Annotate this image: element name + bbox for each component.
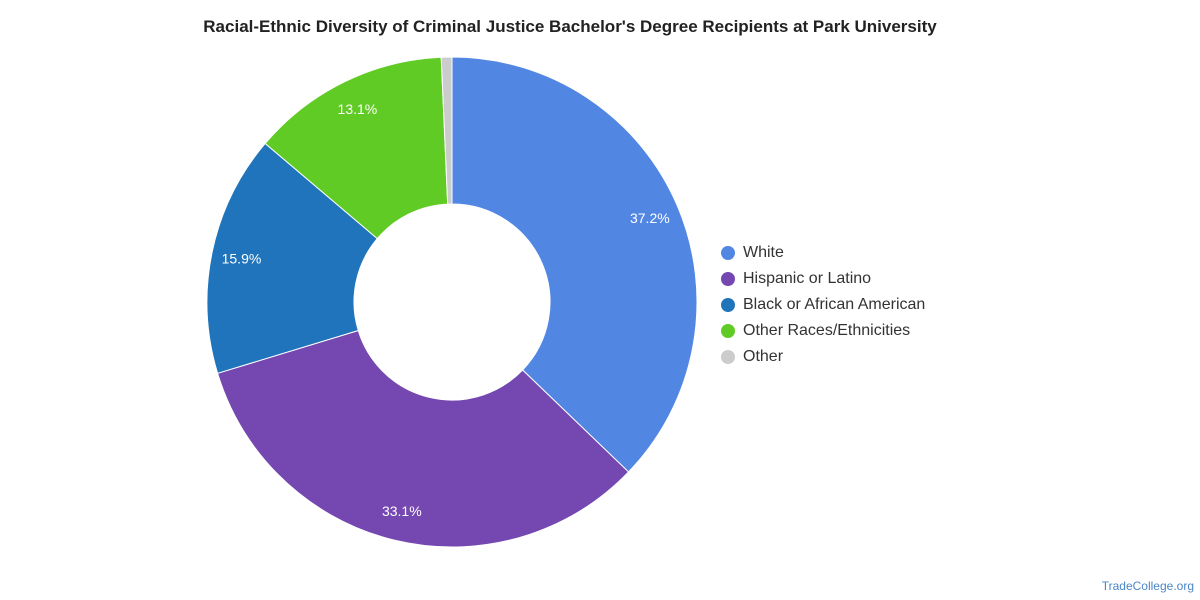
slice-label: 37.2%: [630, 210, 670, 226]
legend-item-other-races-ethnicities[interactable]: Other Races/Ethnicities: [721, 318, 925, 344]
legend-item-black-or-african-american[interactable]: Black or African American: [721, 292, 925, 318]
legend-swatch: [721, 324, 735, 338]
chart-title: Racial-Ethnic Diversity of Criminal Just…: [203, 17, 937, 36]
legend-item-white[interactable]: White: [721, 240, 925, 266]
slice-white[interactable]: [451, 56, 698, 473]
legend-label: Other: [743, 348, 784, 365]
legend-swatch: [721, 298, 735, 312]
legend-label: White: [743, 244, 784, 261]
slice-other[interactable]: [440, 56, 453, 205]
legend-swatch: [721, 246, 735, 260]
legend-label: Hispanic or Latino: [743, 270, 872, 287]
slice-label: 15.9%: [222, 250, 262, 266]
legend-swatch: [721, 350, 735, 364]
legend-label: Black or African American: [743, 296, 926, 313]
chart-legend: White Hispanic or Latino Black or African …: [721, 240, 925, 370]
source-watermark[interactable]: TradeCollege.org: [1101, 579, 1194, 593]
slice-hispanic-or-latino[interactable]: [216, 329, 630, 548]
slice-label: 33.1%: [382, 503, 422, 519]
legend-item-hispanic-or-latino[interactable]: Hispanic or Latino: [721, 266, 925, 292]
slice-label: 13.1%: [338, 101, 378, 117]
legend-label: Other Races/Ethnicities: [743, 322, 911, 339]
slice-black-or-african-american[interactable]: [206, 142, 378, 374]
legend-item-other[interactable]: Other: [721, 344, 925, 370]
slice-other-races-ethnicities[interactable]: [264, 56, 449, 240]
legend-swatch: [721, 272, 735, 286]
